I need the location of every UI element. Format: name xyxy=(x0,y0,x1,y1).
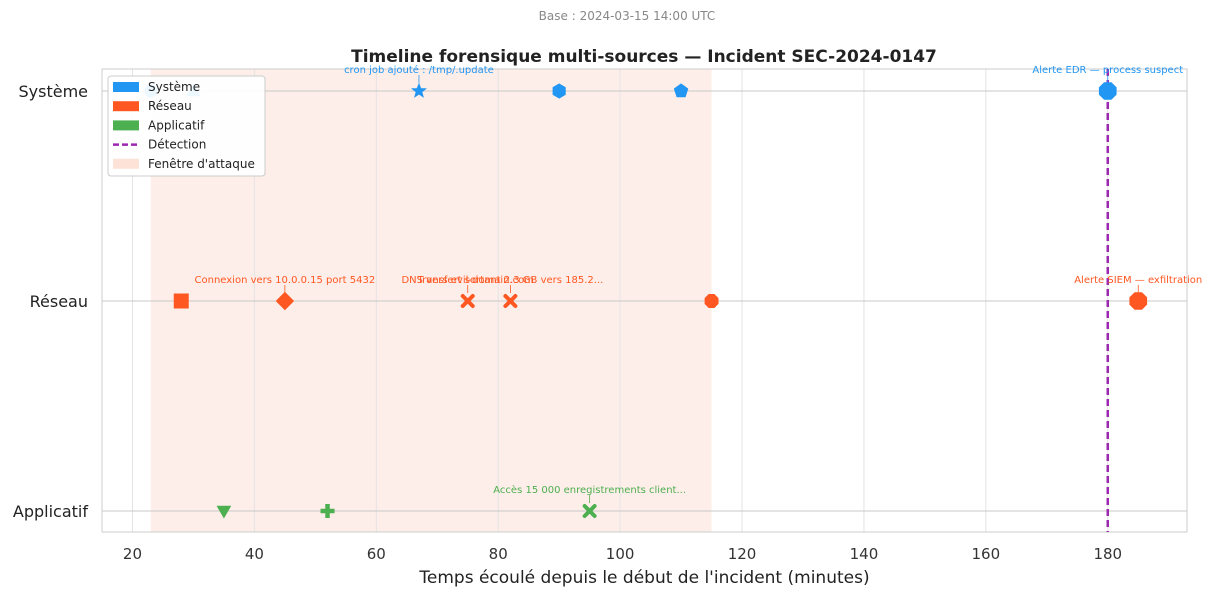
data-label: DNS vers evil-domain.com xyxy=(401,275,534,286)
data-label: cron job ajouté : /tmp/.update xyxy=(344,64,494,76)
x-tick-label: 20 xyxy=(123,545,142,563)
data-point xyxy=(275,291,295,311)
legend-box xyxy=(107,75,266,177)
chart-suptitle: Base : 2024-03-15 14:00 UTC xyxy=(539,9,716,23)
x-tick-label: 180 xyxy=(1093,545,1122,563)
plot-border xyxy=(101,68,1188,533)
data-label: Alerte SIEM — exfiltration xyxy=(1074,275,1202,286)
data-point xyxy=(673,83,689,98)
legend-label: Système xyxy=(148,80,200,94)
data-point xyxy=(503,294,518,308)
marker-stroke xyxy=(582,504,597,518)
legend: Système Réseau Applicatif Détection Fenêtre … xyxy=(107,75,266,177)
y-tick-label: Réseau xyxy=(30,292,88,311)
legend-swatch xyxy=(113,101,139,112)
data-point xyxy=(320,504,335,518)
legend-swatch xyxy=(113,158,139,169)
x-tick-label: 40 xyxy=(245,545,264,563)
x-tick-label: 160 xyxy=(972,545,1001,563)
data-point xyxy=(704,294,719,308)
data-point xyxy=(216,505,232,519)
legend-swatch xyxy=(113,120,139,131)
x-tick-label: 60 xyxy=(367,545,386,563)
y-tick-label: Système xyxy=(18,82,88,101)
data-point xyxy=(1129,292,1148,310)
legend-label: Fenêtre d'attaque xyxy=(148,157,255,171)
legend-swatch xyxy=(113,82,139,92)
y-tick-label: Applicatif xyxy=(13,502,88,521)
legend-label: Applicatif xyxy=(148,118,205,132)
x-axis-label: Temps écoulé depuis le début de l'incide… xyxy=(418,568,869,588)
data-label: Transfert sortant 2.3 GB vers 185.2... xyxy=(416,275,603,286)
chart-title: Timeline forensique multi-sources — Inci… xyxy=(351,47,937,67)
legend-label: Détection xyxy=(148,138,206,152)
data-label: Accès 15 000 enregistrements client... xyxy=(493,484,686,496)
data-label: Alerte EDR — process suspect xyxy=(1032,65,1183,76)
data-point xyxy=(552,83,566,99)
x-tick-label: 140 xyxy=(850,545,879,563)
marker-stroke xyxy=(460,294,475,308)
x-tick-label: 120 xyxy=(728,545,757,563)
data-point xyxy=(173,293,189,309)
data-point xyxy=(410,82,427,98)
x-tick-label: 100 xyxy=(606,545,635,563)
marker-stroke xyxy=(503,294,518,308)
data-point xyxy=(460,294,475,308)
data-point xyxy=(1098,82,1117,100)
data-point xyxy=(582,504,597,518)
legend-label: Réseau xyxy=(148,99,192,113)
x-tick-label: 80 xyxy=(489,545,508,563)
data-label: Connexion vers 10.0.0.15 port 5432 xyxy=(195,275,376,286)
